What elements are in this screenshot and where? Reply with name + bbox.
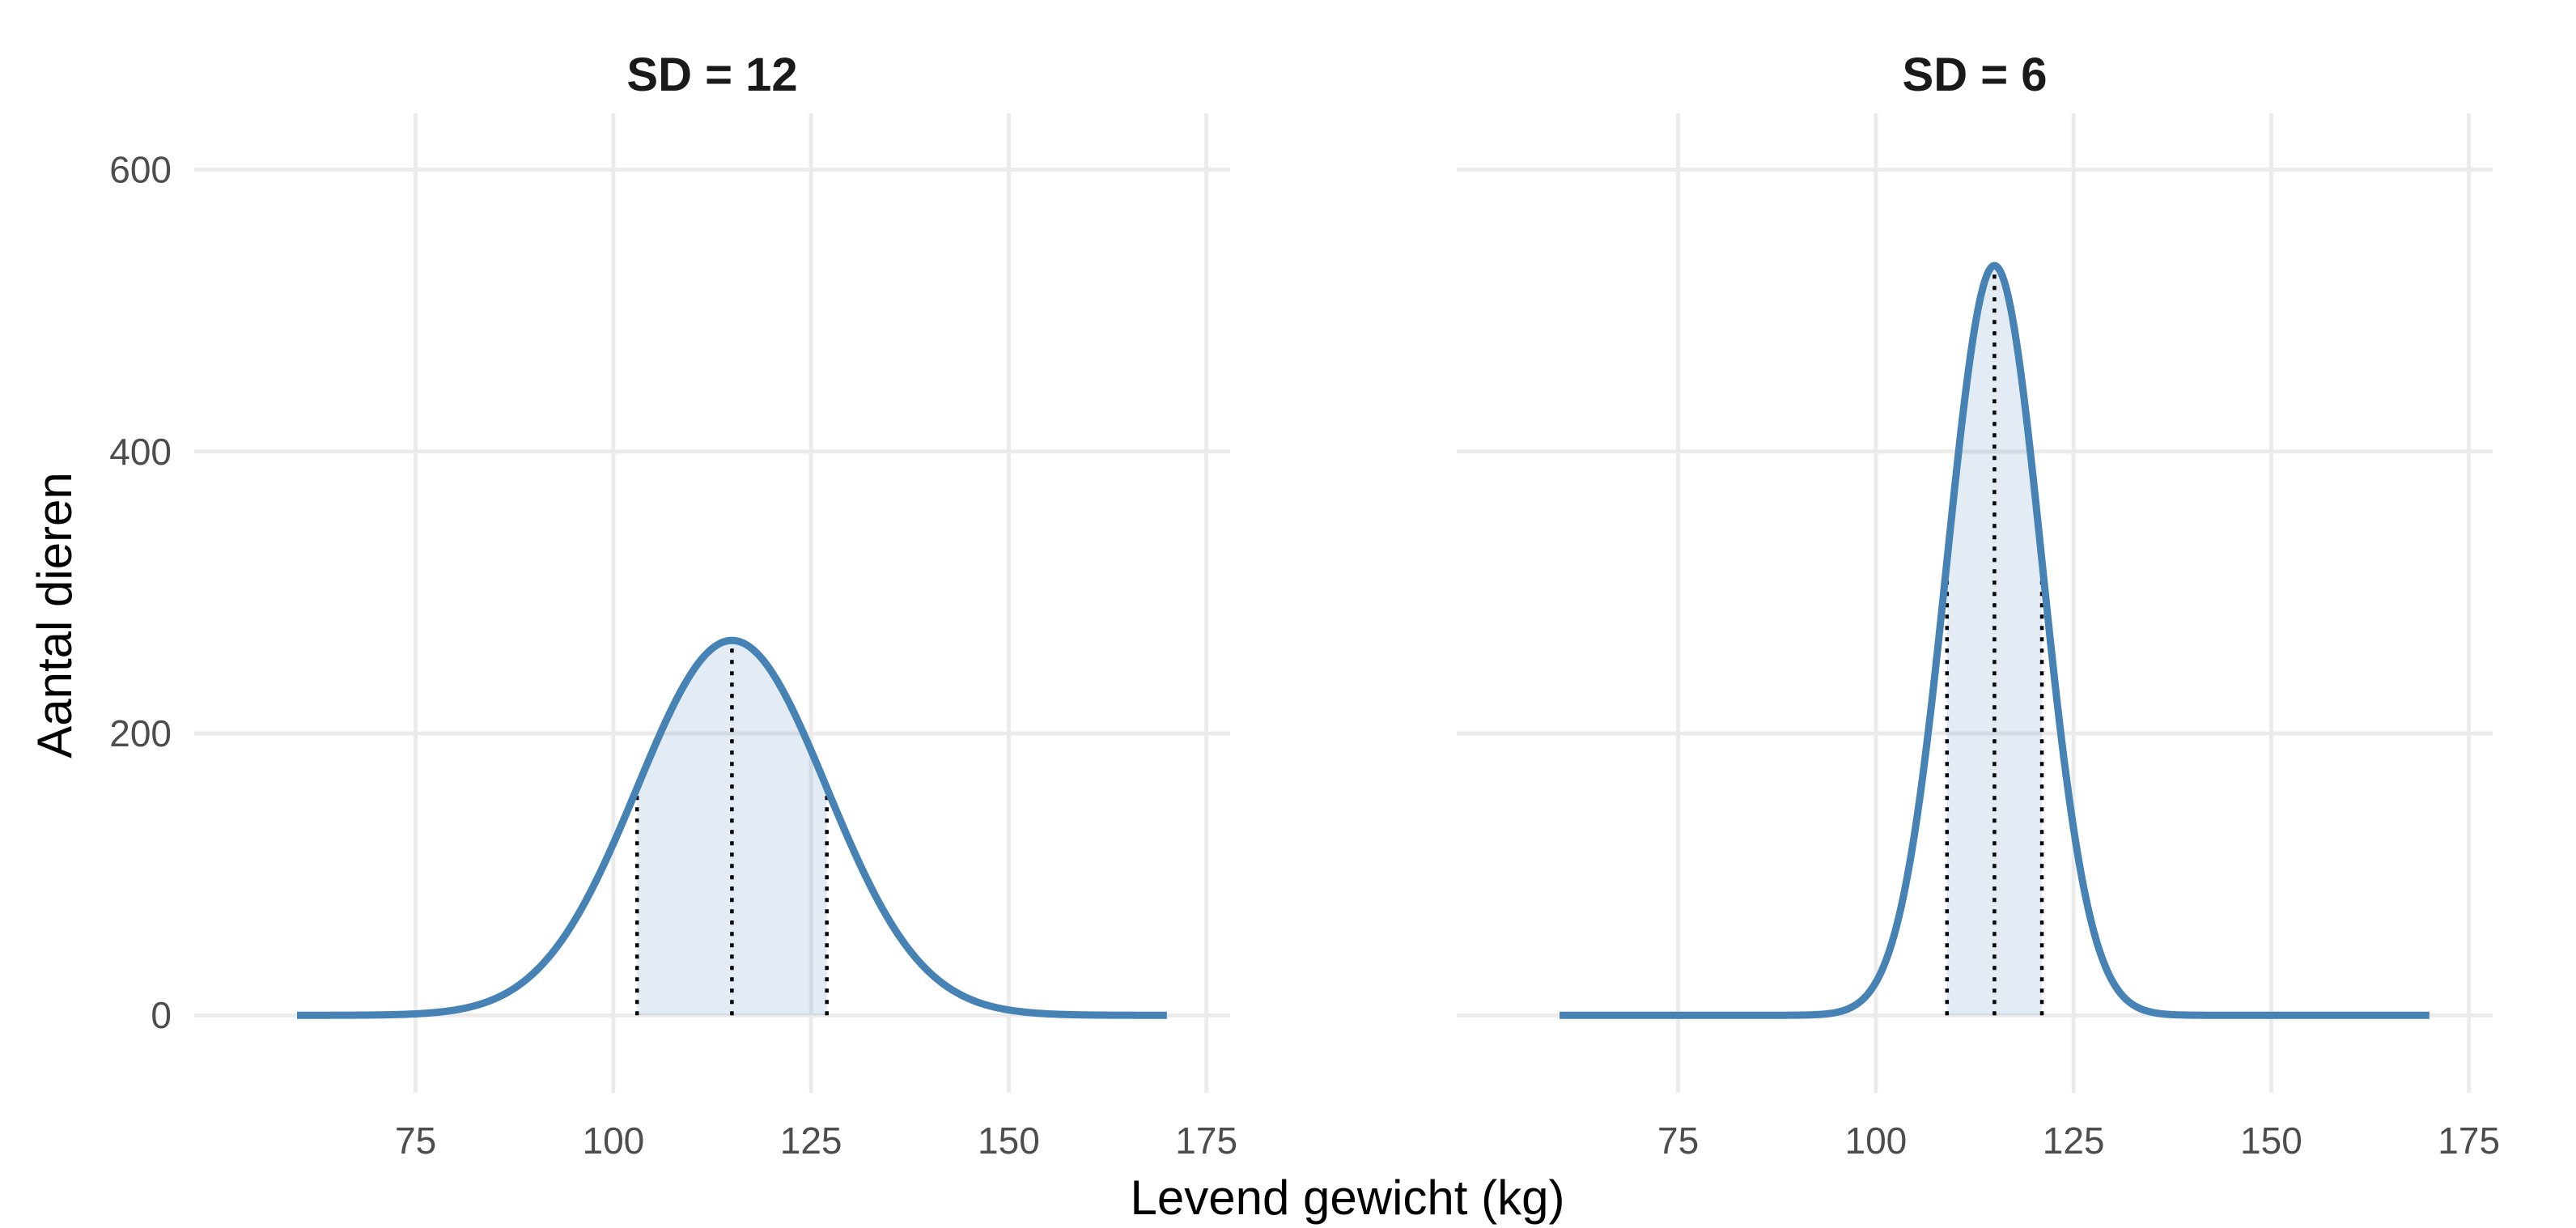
x-tick-label: 100 bbox=[582, 1120, 644, 1162]
y-axis-title: Aantal dieren bbox=[28, 472, 82, 758]
panel-1: SD = 12 0 200 400 600 75 100 125 150 175 bbox=[109, 49, 1237, 1162]
y-tick-label: 400 bbox=[109, 431, 172, 473]
x-tick-label: 175 bbox=[2438, 1120, 2500, 1162]
y-tick-label: 0 bbox=[151, 994, 172, 1036]
x-tick-label: 125 bbox=[2043, 1120, 2105, 1162]
x-axis-title: Levend gewicht (kg) bbox=[1131, 1171, 1565, 1225]
shaded-interval bbox=[637, 640, 827, 1016]
x-tick-label: 75 bbox=[395, 1120, 436, 1162]
panel-2: SD = 6 75 100 125 150 175 bbox=[1457, 49, 2500, 1162]
density-curve bbox=[1557, 261, 2431, 1019]
x-tick-label: 75 bbox=[1657, 1120, 1699, 1162]
x-tick-label: 175 bbox=[1175, 1120, 1237, 1162]
x-tick-label: 100 bbox=[1844, 1120, 1907, 1162]
x-tick-label: 150 bbox=[2240, 1120, 2302, 1162]
y-tick-label: 600 bbox=[109, 149, 172, 191]
panel-title: SD = 12 bbox=[626, 49, 797, 101]
y-tick-label: 200 bbox=[109, 712, 172, 754]
x-tick-label: 150 bbox=[978, 1120, 1040, 1162]
density-curve bbox=[295, 636, 1169, 1019]
panel-title: SD = 6 bbox=[1903, 49, 2048, 101]
x-tick-label: 125 bbox=[780, 1120, 842, 1162]
